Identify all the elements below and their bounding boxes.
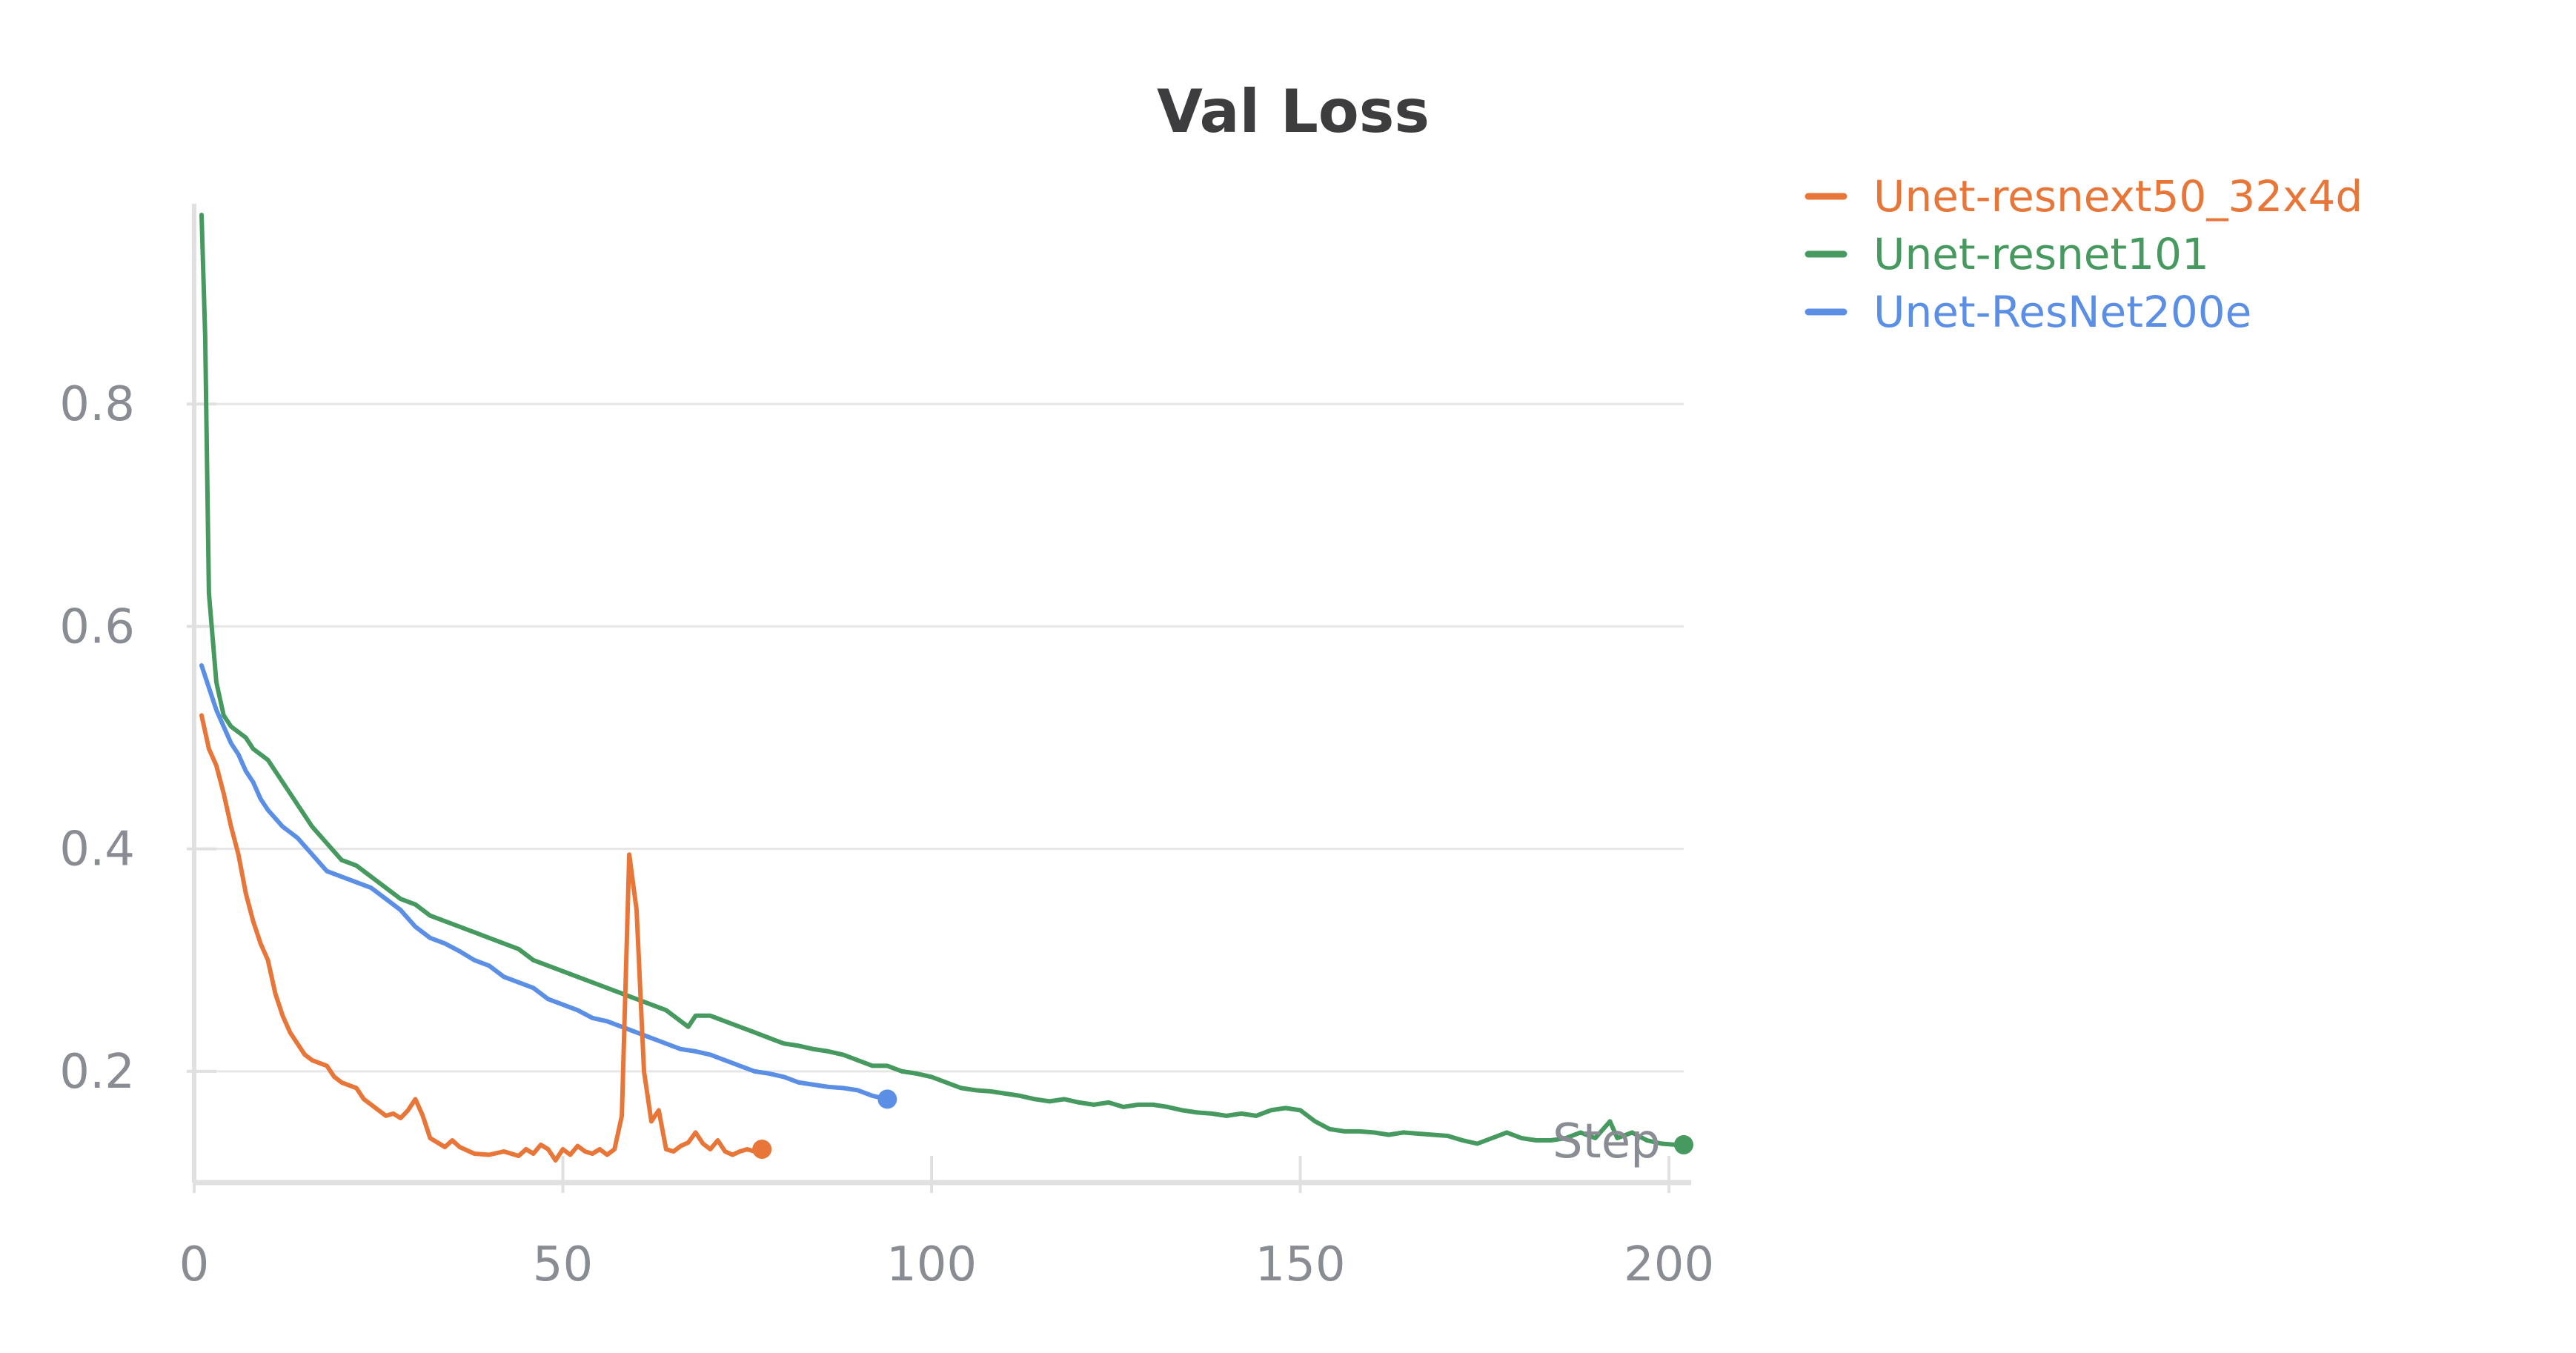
x-tick-label: 50 [533, 1237, 593, 1292]
axes [192, 204, 1691, 1193]
legend[interactable]: Unet-resnext50_32x4d Unet-resnet101 Unet-R… [1805, 171, 2363, 337]
legend-label: Unet-resnext50_32x4d [1873, 171, 2363, 222]
y-tick-label: 0.2 [59, 1045, 135, 1100]
y-tick-label: 0.6 [59, 599, 135, 654]
y-tick-label: 0.8 [59, 377, 135, 432]
series-end-marker [877, 1089, 897, 1109]
series-end-marker [1674, 1134, 1693, 1154]
x-tick-label: 200 [1624, 1237, 1714, 1292]
series-line [199, 213, 1686, 1147]
y-tick-label: 0.4 [59, 822, 135, 877]
series-line [199, 713, 765, 1163]
x-axis-label: Step [1553, 1114, 1661, 1169]
series-line [199, 663, 890, 1102]
tick-labels: 0.2 0.4 0.6 0.8 0 50 100 150 200 [59, 377, 1714, 1292]
x-tick-label: 150 [1255, 1237, 1345, 1292]
x-tick-label: 100 [886, 1237, 977, 1292]
gridlines [187, 402, 1684, 1073]
x-tick-label: 0 [179, 1237, 210, 1292]
chart-title: Val Loss [1157, 77, 1430, 146]
legend-label: Unet-resnet101 [1873, 229, 2209, 279]
series-end-marker [752, 1139, 772, 1159]
legend-label: Unet-ResNet200e [1873, 287, 2251, 337]
series-lines [199, 213, 1693, 1163]
